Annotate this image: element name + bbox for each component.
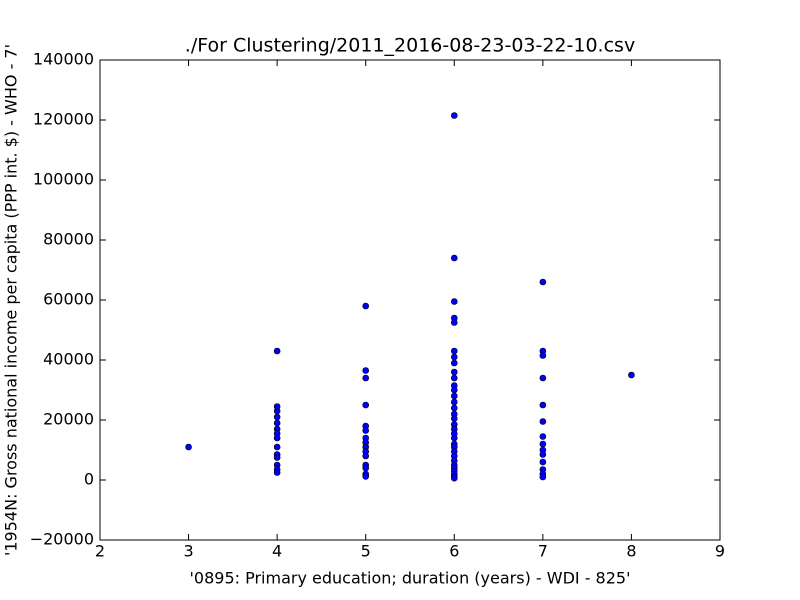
point [539,418,547,425]
y-tick-label: 0 [84,470,94,489]
point [273,413,281,421]
point [628,371,635,379]
y-axis-label: '1954N: Gross national income per capita… [2,44,21,556]
point [273,407,281,415]
x-tick-label: 6 [449,542,459,561]
point [362,452,370,460]
y-tick-label: 60000 [43,290,94,309]
point [362,302,370,310]
point [539,458,547,466]
point [273,454,281,461]
point [539,401,547,409]
point [539,451,547,458]
point [362,464,370,472]
chart-title: ./For Clustering/2011_2016-08-23-03-22-1… [185,35,635,57]
point [539,440,547,448]
point [362,473,370,480]
point [450,404,458,412]
x-tick-label: 3 [183,542,193,561]
x-tick-label: 2 [95,542,105,561]
point [450,368,458,376]
point [450,347,458,355]
point [362,401,370,409]
x-tick-label: 4 [272,542,282,561]
y-tick-label: −20000 [30,530,94,549]
point [185,443,192,451]
y-tick-label: 80000 [43,230,94,249]
point [539,473,547,481]
point [539,374,547,382]
point [539,433,547,440]
point [273,434,281,442]
point [450,415,458,422]
point [450,386,458,394]
point [539,278,547,286]
x-tick-label: 8 [626,542,636,561]
y-tick-label: 20000 [43,410,94,429]
point [273,469,281,476]
point [362,427,370,434]
point [450,319,458,326]
y-tick-label: 100000 [33,170,94,189]
y-tick-label: 140000 [33,50,94,69]
point [450,353,458,361]
point [450,112,458,119]
point [273,347,281,355]
point [362,367,370,374]
y-tick-label: 40000 [43,350,94,369]
point [273,419,281,427]
point [450,254,458,262]
point [450,392,458,400]
point [450,374,458,382]
x-tick-label: 5 [361,542,371,561]
point [362,374,370,382]
x-tick-label: 7 [538,542,548,561]
point [450,359,458,367]
y-tick-label: 120000 [33,110,94,129]
point [450,398,458,406]
plot-frame [99,59,721,541]
point [450,434,458,442]
point [539,352,547,359]
x-tick-label: 9 [715,542,725,561]
point [450,474,458,482]
x-axis-label: '0895: Primary education; duration (year… [190,569,631,588]
point [450,298,458,305]
point [273,443,281,451]
